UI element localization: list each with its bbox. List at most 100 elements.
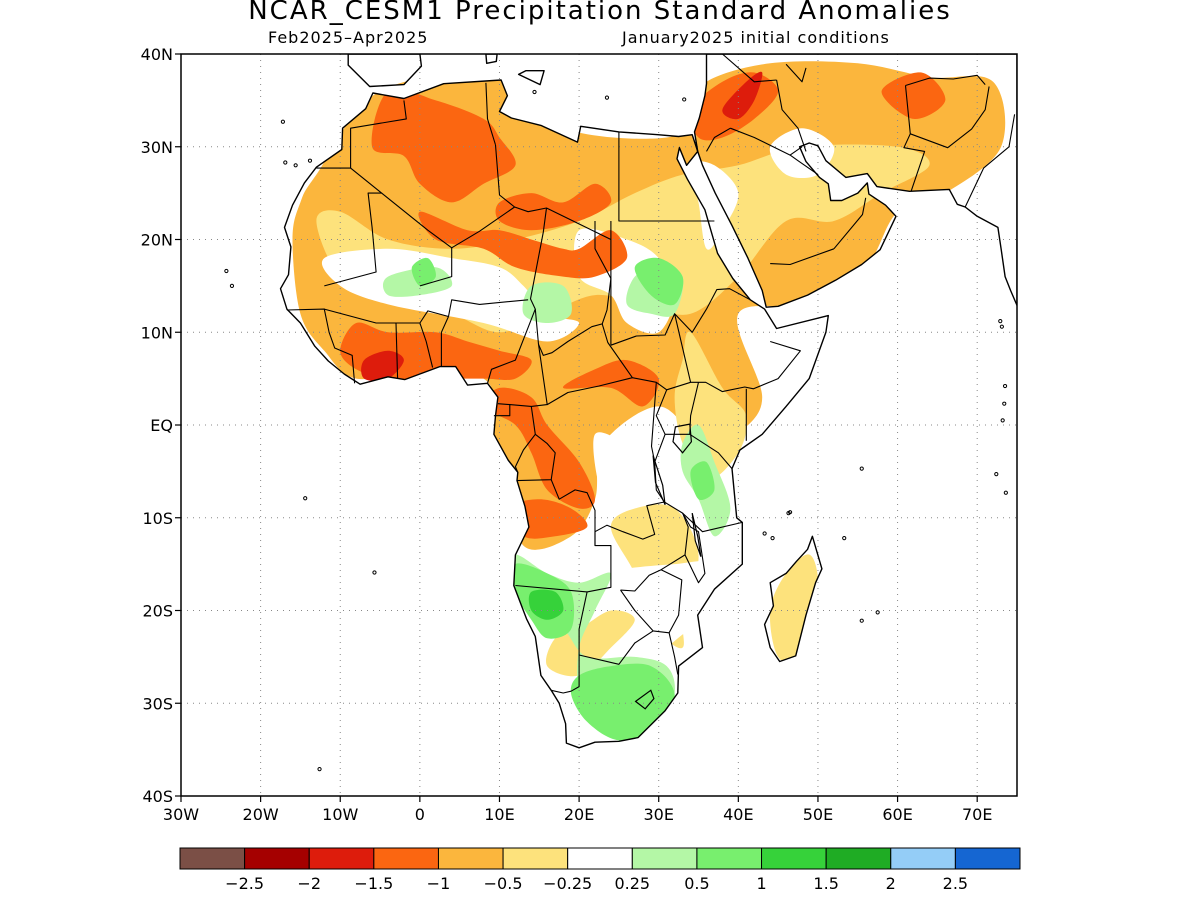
lon-tick-label: 60E — [882, 805, 912, 824]
anomaly-region — [528, 589, 564, 620]
lat-tick-label: 30S — [142, 694, 173, 713]
colorbar-swatch — [954, 847, 1021, 870]
country-border — [674, 313, 692, 383]
colorbar-swatch — [373, 847, 439, 870]
country-border — [833, 197, 867, 250]
anomaly-region — [607, 560, 733, 649]
country-border — [785, 63, 807, 83]
country-border — [395, 322, 399, 379]
lat-tick-label: 20N — [141, 231, 173, 250]
island — [1002, 401, 1007, 406]
island — [1000, 418, 1005, 423]
island — [293, 163, 298, 168]
country-border — [610, 288, 751, 346]
anomaly-region — [722, 71, 763, 120]
island — [307, 158, 313, 163]
anomaly-region — [483, 387, 595, 509]
anomaly-region — [495, 183, 612, 231]
colorbar-swatch — [502, 847, 569, 870]
country-border — [514, 406, 536, 473]
lat-tick-label: 10N — [141, 323, 173, 342]
country-border — [486, 308, 536, 384]
island — [229, 283, 235, 288]
island — [787, 510, 793, 515]
country-border — [964, 114, 1016, 208]
anomaly-region — [634, 257, 684, 306]
lon-tick-label: 10W — [322, 805, 358, 824]
country-border — [776, 79, 807, 152]
colorbar-swatch — [437, 847, 504, 870]
country-border — [682, 512, 743, 533]
country-border — [682, 512, 706, 584]
island — [859, 466, 864, 471]
island — [303, 496, 308, 501]
country-border — [770, 248, 835, 266]
initial-conditions: January2025 initial conditions — [622, 28, 890, 47]
country-border — [618, 131, 715, 222]
country-border — [789, 154, 819, 176]
lon-tick-label: 0 — [415, 805, 425, 824]
lon-tick-label: 50E — [803, 805, 833, 824]
colorbar: −2.5 −2 −1.5 −1 −0.5 −0.25 0.25 0.5 1 1.5 2 2.5 — [179, 847, 1021, 893]
forecast-period: Feb2025–Apr2025 — [268, 28, 429, 47]
island — [682, 97, 687, 102]
country-border — [730, 127, 803, 156]
lat-tick-label: 40N — [141, 45, 173, 64]
colorbar-label: −0.25 — [543, 874, 592, 893]
island — [280, 119, 286, 124]
colorbar-swatch — [696, 847, 763, 870]
country-border — [668, 632, 679, 675]
lat-tick-label: 10S — [142, 509, 173, 528]
anomaly-region — [371, 88, 516, 203]
lat-tick-label: 30N — [141, 138, 173, 157]
country-border — [485, 82, 497, 146]
colorbar-swatch — [631, 847, 698, 870]
colorbar-label: −1 — [427, 874, 451, 893]
colorbar-label: 2 — [886, 874, 896, 893]
island — [762, 531, 767, 536]
coastline — [517, 70, 545, 86]
colorbar-label: −2.5 — [225, 874, 264, 893]
island-landmass — [485, 54, 498, 64]
lat-tick-label: EQ — [150, 416, 173, 435]
country-border — [440, 316, 450, 367]
lat-tick-label: 40S — [142, 787, 173, 806]
country-border — [497, 403, 548, 407]
country-border — [350, 100, 407, 169]
latitude-axis: 40N 30N 20N 10N EQ 10S 20S 30S 40S — [141, 45, 181, 806]
anomaly-region — [570, 663, 675, 741]
country-border — [493, 404, 511, 417]
country-border — [515, 584, 588, 593]
lake-outline — [691, 512, 702, 557]
iberia-landmass — [348, 54, 422, 87]
longitude-axis: 30W 20W 10W 0 10E 20E 30E 40E 50E 60E 70E — [163, 796, 992, 824]
lat-tick-label: 20S — [142, 602, 173, 621]
colorbar-swatch — [761, 847, 827, 870]
anomaly-region — [418, 211, 628, 279]
lon-tick-label: 20E — [564, 805, 594, 824]
sri-lanka-landmass — [1055, 334, 1071, 369]
gridlines — [181, 54, 1017, 796]
country-border — [903, 85, 926, 192]
colorbar-swatch — [244, 847, 310, 870]
colorbar-label: −0.5 — [484, 874, 523, 893]
lon-tick-label: 20W — [243, 805, 279, 824]
anomaly-region — [593, 432, 651, 510]
country-border — [324, 299, 529, 324]
island — [875, 610, 880, 615]
coastline — [1055, 334, 1071, 369]
anomaly-region — [411, 257, 437, 287]
island — [1002, 383, 1008, 389]
island — [532, 89, 537, 95]
island — [604, 95, 610, 100]
island — [317, 767, 322, 772]
colorbar-label: 2.5 — [943, 874, 968, 893]
lon-tick-label: 70E — [962, 805, 992, 824]
country-border — [905, 74, 986, 87]
island — [283, 160, 288, 165]
country-border — [537, 344, 633, 406]
island — [842, 536, 847, 541]
country-border — [722, 54, 777, 83]
anomaly-region — [769, 554, 819, 664]
